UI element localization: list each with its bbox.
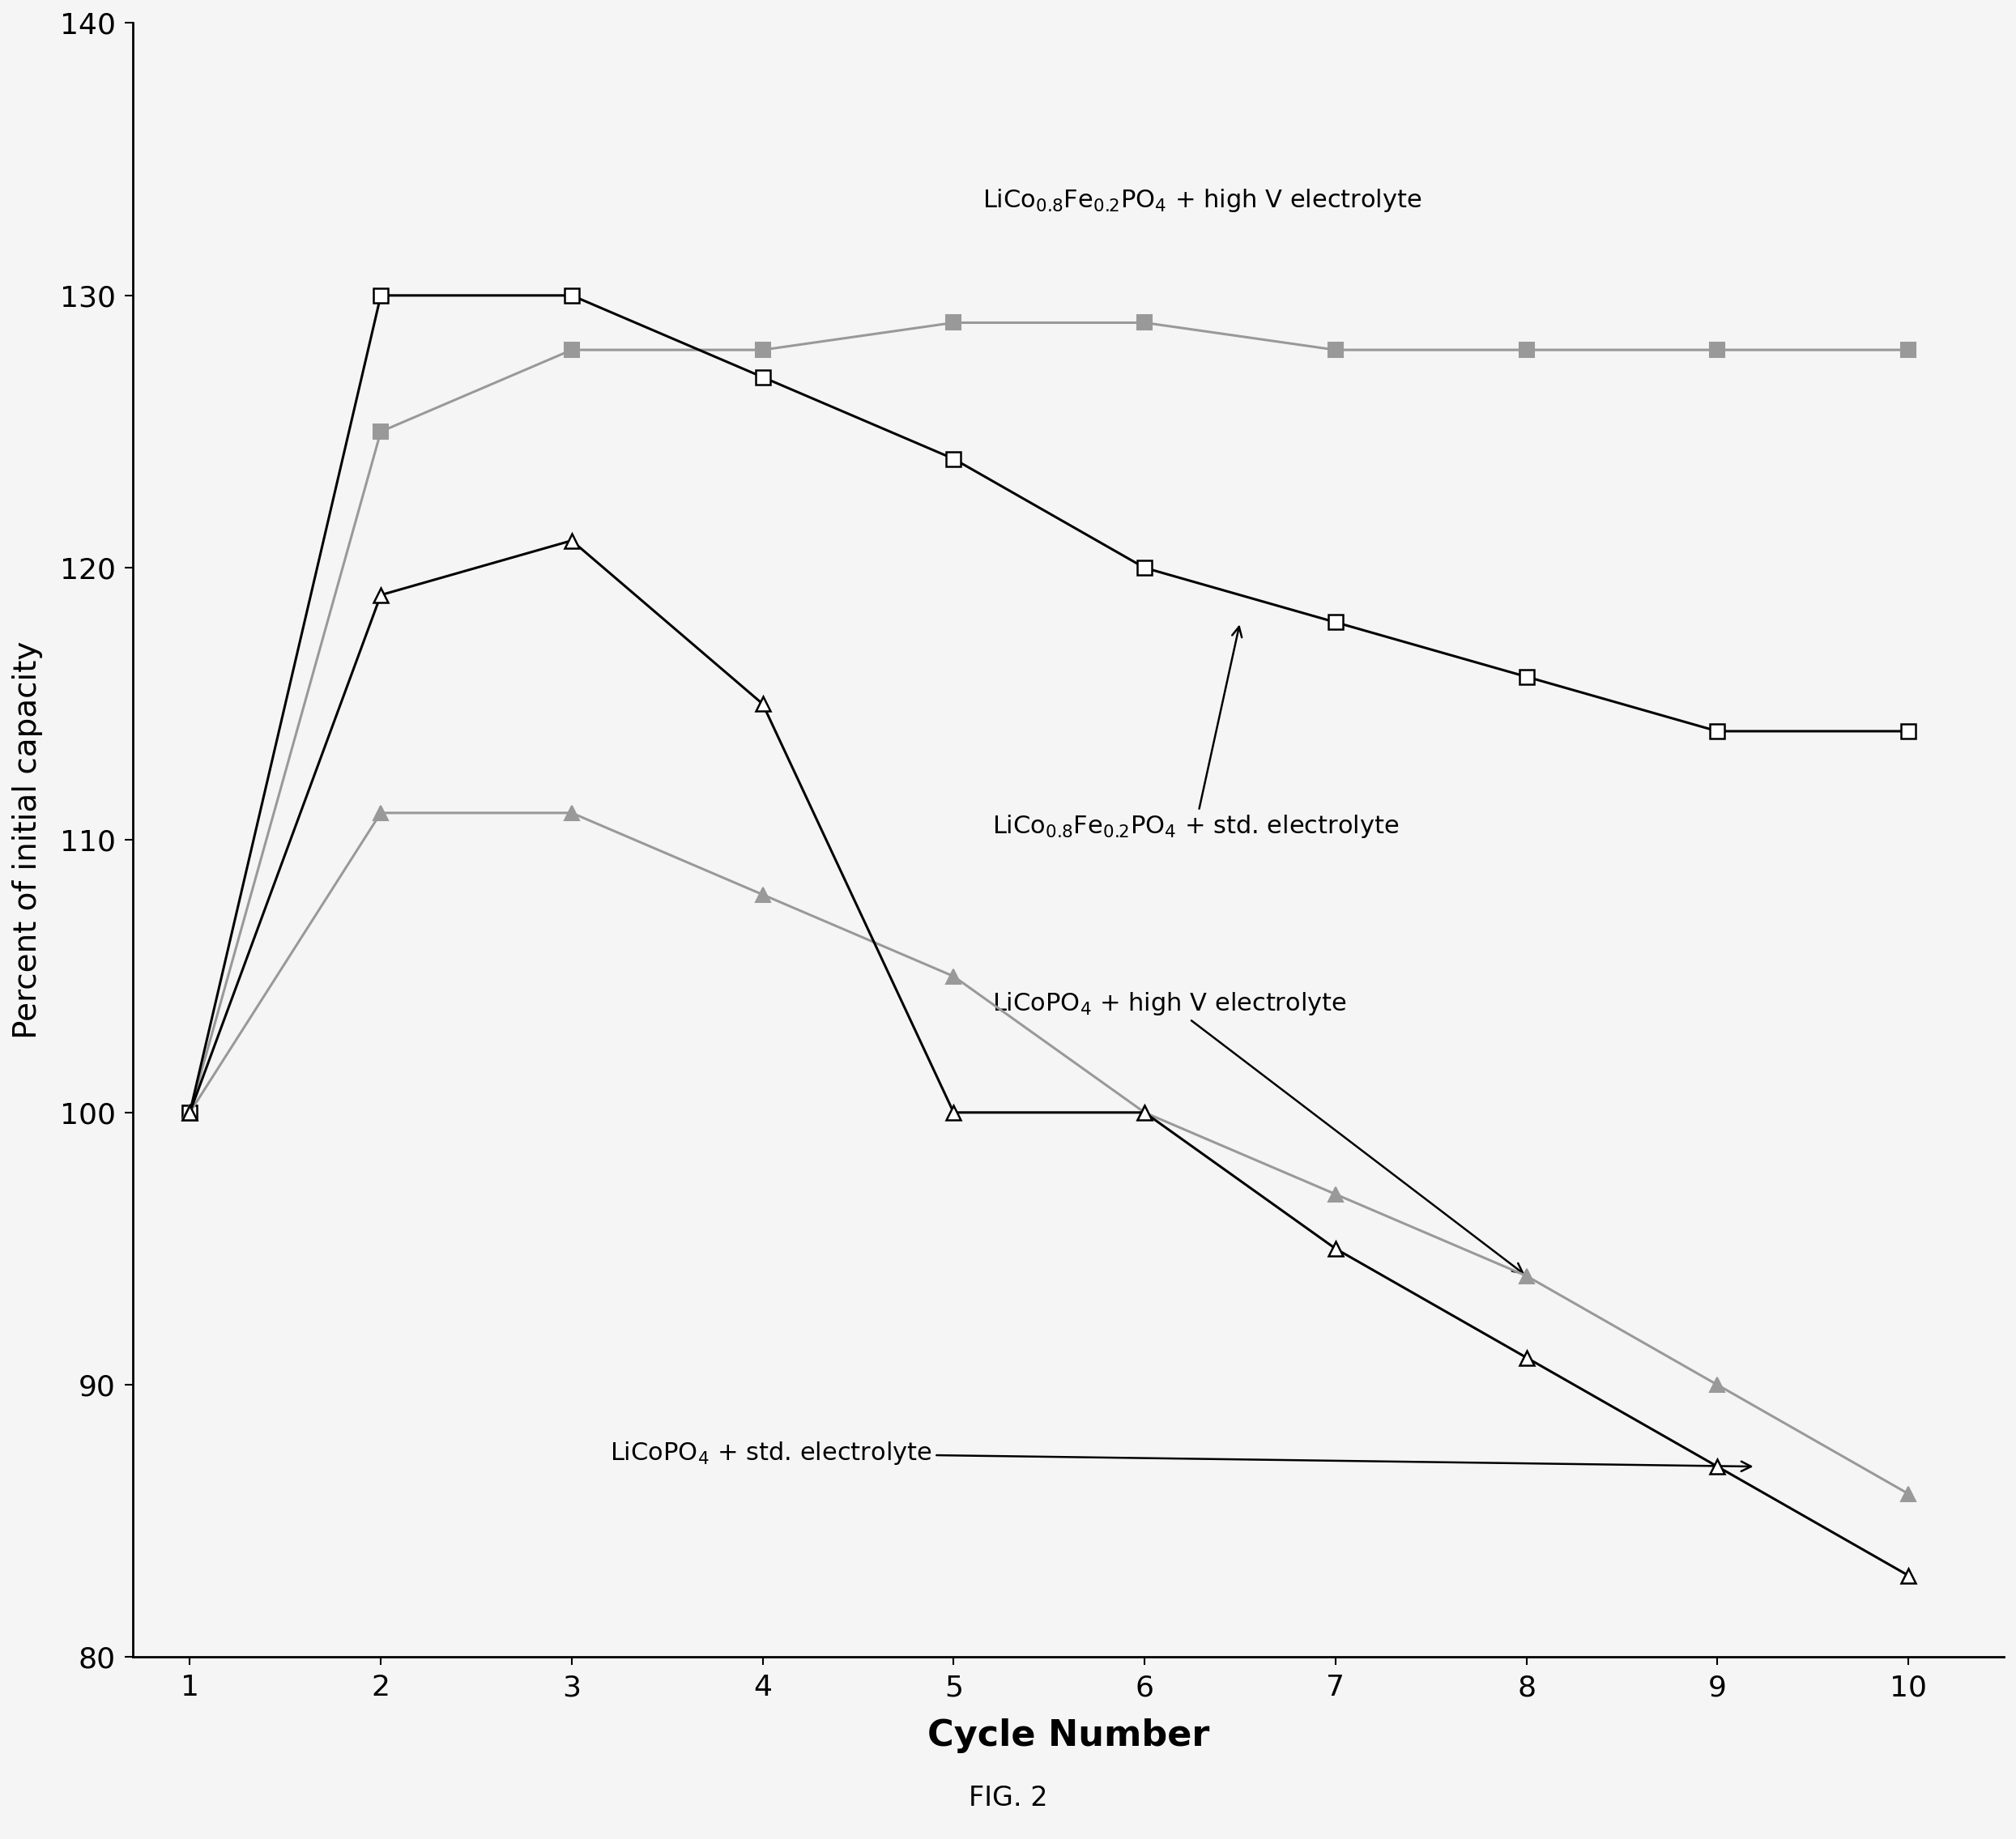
Text: FIG. 2: FIG. 2 — [968, 1784, 1048, 1811]
Text: LiCoPO$_4$ + high V electrolyte: LiCoPO$_4$ + high V electrolyte — [992, 989, 1522, 1273]
Text: LiCoPO$_4$ + std. electrolyte: LiCoPO$_4$ + std. electrolyte — [611, 1440, 1752, 1471]
Text: LiCo$_{0.8}$Fe$_{0.2}$PO$_4$ + std. electrolyte: LiCo$_{0.8}$Fe$_{0.2}$PO$_4$ + std. elec… — [992, 627, 1399, 840]
Y-axis label: Percent of initial capacity: Percent of initial capacity — [12, 642, 42, 1039]
X-axis label: Cycle Number: Cycle Number — [927, 1718, 1210, 1753]
Text: LiCo$_{0.8}$Fe$_{0.2}$PO$_4$ + high V electrolyte: LiCo$_{0.8}$Fe$_{0.2}$PO$_4$ + high V el… — [982, 188, 1421, 213]
